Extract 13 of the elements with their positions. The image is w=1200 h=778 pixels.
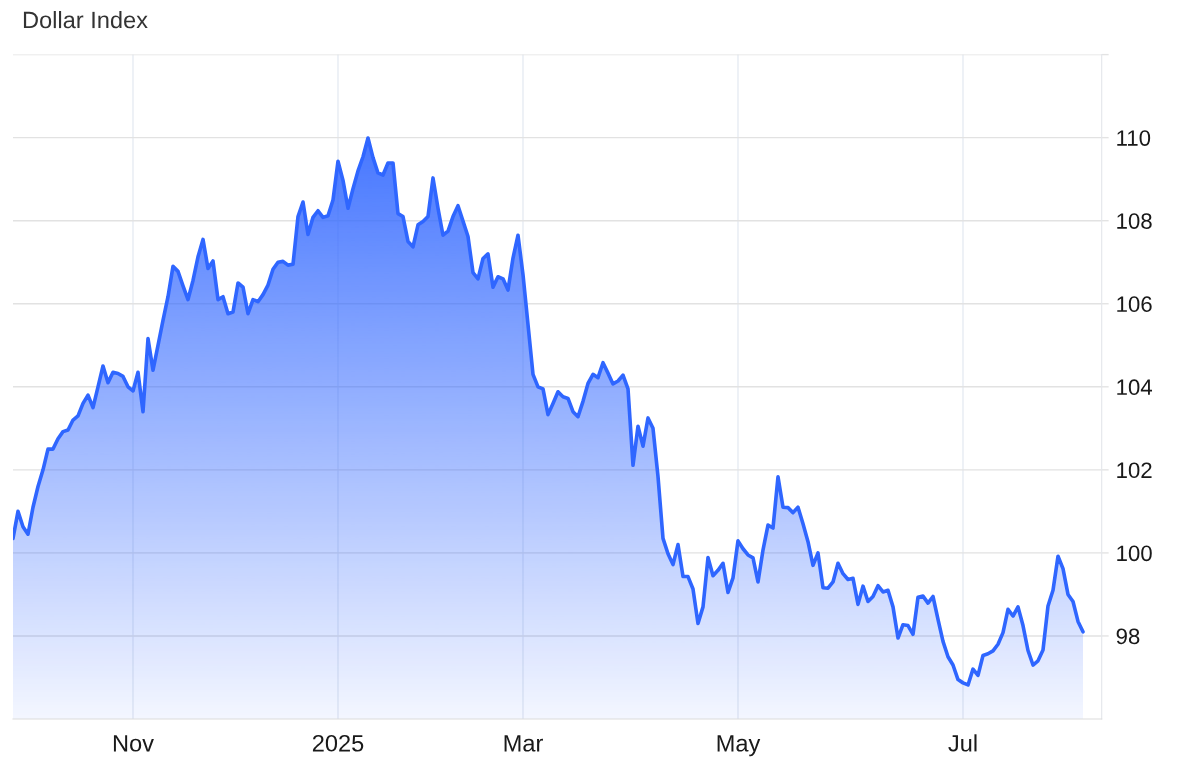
y-tick-label: 102 xyxy=(1117,462,1152,479)
x-tick-label: Nov xyxy=(113,735,154,752)
y-tick-label: 106 xyxy=(1117,296,1152,313)
y-tick-label: 100 xyxy=(1117,545,1152,562)
x-tick-label: 2025 xyxy=(312,734,364,752)
y-tick-label: 110 xyxy=(1117,130,1151,146)
x-tick-label: Mar xyxy=(504,735,543,752)
x-tick-label: May xyxy=(717,735,761,757)
y-tick-label: 98 xyxy=(1116,628,1140,645)
y-tick-label: 108 xyxy=(1117,213,1152,229)
x-tick-label: Jul xyxy=(948,734,977,752)
y-tick-label: 104 xyxy=(1117,379,1153,396)
chart-title: Dollar Index xyxy=(23,11,148,29)
